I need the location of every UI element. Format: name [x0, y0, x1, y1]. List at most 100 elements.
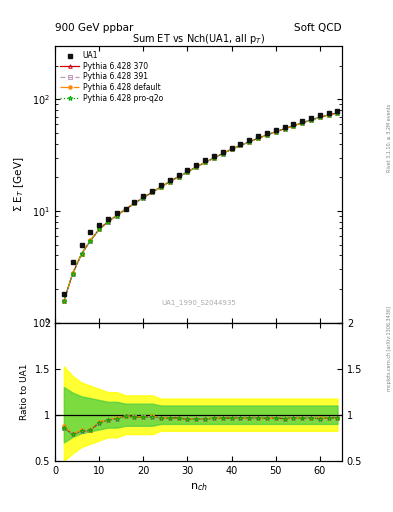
- Pythia 6.428 391: [194, 164, 198, 170]
- Pythia 6.428 370: [97, 226, 101, 232]
- Pythia 6.428 391: [97, 226, 101, 232]
- Pythia 6.428 370: [114, 212, 119, 219]
- Pythia 6.428 391: [132, 200, 137, 206]
- Pythia 6.428 default: [291, 122, 296, 129]
- Pythia 6.428 391: [238, 142, 243, 148]
- Pythia 6.428 391: [274, 129, 278, 135]
- Pythia 6.428 370: [300, 120, 305, 126]
- Pythia 6.428 default: [194, 164, 198, 170]
- Title: Sum ET vs Nch(UA1, all p$_{T}$): Sum ET vs Nch(UA1, all p$_{T}$): [132, 32, 265, 46]
- Pythia 6.428 pro-q2o: [220, 151, 225, 157]
- Pythia 6.428 pro-q2o: [326, 112, 331, 118]
- Pythia 6.428 370: [141, 195, 146, 201]
- UA1: [159, 182, 163, 188]
- Pythia 6.428 pro-q2o: [61, 298, 66, 305]
- Pythia 6.428 default: [220, 151, 225, 157]
- Pythia 6.428 pro-q2o: [264, 132, 269, 138]
- Pythia 6.428 default: [141, 195, 146, 201]
- Pythia 6.428 370: [88, 238, 93, 244]
- UA1: [264, 130, 269, 136]
- Pythia 6.428 391: [61, 298, 66, 305]
- Pythia 6.428 default: [176, 174, 181, 180]
- Pythia 6.428 pro-q2o: [247, 139, 252, 145]
- Line: Pythia 6.428 370: Pythia 6.428 370: [62, 111, 339, 303]
- Pythia 6.428 370: [150, 189, 154, 196]
- Pythia 6.428 pro-q2o: [97, 226, 101, 232]
- Pythia 6.428 pro-q2o: [176, 174, 181, 180]
- Pythia 6.428 pro-q2o: [256, 135, 261, 141]
- Legend: UA1, Pythia 6.428 370, Pythia 6.428 391, Pythia 6.428 default, Pythia 6.428 pro-: UA1, Pythia 6.428 370, Pythia 6.428 391,…: [59, 50, 164, 104]
- UA1: [300, 118, 305, 124]
- Pythia 6.428 default: [247, 139, 252, 145]
- Pythia 6.428 default: [238, 142, 243, 148]
- Pythia 6.428 370: [106, 219, 110, 225]
- UA1: [282, 123, 287, 130]
- Pythia 6.428 default: [256, 135, 261, 141]
- UA1: [167, 177, 172, 183]
- Pythia 6.428 391: [326, 112, 331, 118]
- UA1: [274, 127, 278, 133]
- Pythia 6.428 391: [176, 174, 181, 180]
- UA1: [79, 242, 84, 248]
- Line: Pythia 6.428 default: Pythia 6.428 default: [62, 111, 339, 303]
- Pythia 6.428 370: [274, 129, 278, 135]
- UA1: [88, 229, 93, 235]
- Pythia 6.428 370: [256, 135, 261, 141]
- Pythia 6.428 391: [247, 139, 252, 145]
- Pythia 6.428 370: [335, 110, 340, 116]
- Pythia 6.428 default: [309, 117, 313, 123]
- UA1: [194, 162, 198, 168]
- Pythia 6.428 default: [203, 159, 208, 165]
- Pythia 6.428 default: [229, 146, 234, 152]
- Line: Pythia 6.428 391: Pythia 6.428 391: [62, 111, 339, 303]
- UA1: [229, 144, 234, 151]
- UA1: [123, 205, 128, 211]
- Pythia 6.428 default: [61, 297, 66, 304]
- Pythia 6.428 391: [159, 184, 163, 190]
- Pythia 6.428 default: [106, 219, 110, 225]
- Pythia 6.428 default: [114, 212, 119, 218]
- Pythia 6.428 391: [88, 238, 93, 244]
- UA1: [185, 166, 190, 173]
- Pythia 6.428 default: [264, 132, 269, 138]
- Y-axis label: Ratio to UA1: Ratio to UA1: [20, 364, 29, 420]
- Pythia 6.428 370: [70, 270, 75, 276]
- Pythia 6.428 default: [70, 270, 75, 276]
- Text: Soft QCD: Soft QCD: [294, 23, 342, 33]
- Pythia 6.428 default: [318, 114, 322, 120]
- Text: UA1_1990_S2044935: UA1_1990_S2044935: [161, 299, 236, 306]
- Pythia 6.428 pro-q2o: [185, 169, 190, 175]
- Pythia 6.428 pro-q2o: [203, 159, 208, 165]
- Pythia 6.428 default: [88, 237, 93, 243]
- UA1: [132, 199, 137, 205]
- Pythia 6.428 391: [309, 117, 313, 123]
- Pythia 6.428 391: [300, 120, 305, 126]
- Text: 900 GeV ppbar: 900 GeV ppbar: [55, 23, 133, 33]
- UA1: [256, 134, 261, 140]
- UA1: [211, 153, 216, 159]
- Pythia 6.428 pro-q2o: [114, 212, 119, 219]
- Pythia 6.428 370: [309, 117, 313, 123]
- X-axis label: n$_{ch}$: n$_{ch}$: [189, 481, 208, 493]
- UA1: [176, 172, 181, 178]
- Pythia 6.428 pro-q2o: [132, 200, 137, 206]
- Y-axis label: $\Sigma$ E$_{T}$ [GeV]: $\Sigma$ E$_{T}$ [GeV]: [13, 157, 26, 212]
- Text: Rivet 3.1.10, ≥ 3.2M events: Rivet 3.1.10, ≥ 3.2M events: [387, 104, 392, 173]
- UA1: [326, 110, 331, 116]
- Pythia 6.428 pro-q2o: [194, 164, 198, 170]
- Pythia 6.428 default: [274, 129, 278, 135]
- UA1: [70, 259, 75, 265]
- Pythia 6.428 pro-q2o: [318, 114, 322, 120]
- Pythia 6.428 default: [150, 189, 154, 195]
- Pythia 6.428 391: [167, 179, 172, 185]
- Pythia 6.428 391: [114, 212, 119, 219]
- Pythia 6.428 370: [176, 174, 181, 180]
- Pythia 6.428 pro-q2o: [335, 110, 340, 116]
- Pythia 6.428 pro-q2o: [106, 219, 110, 225]
- UA1: [141, 194, 146, 200]
- Pythia 6.428 370: [318, 114, 322, 120]
- UA1: [97, 222, 101, 228]
- Pythia 6.428 pro-q2o: [274, 129, 278, 135]
- Pythia 6.428 pro-q2o: [123, 206, 128, 212]
- Pythia 6.428 370: [132, 200, 137, 206]
